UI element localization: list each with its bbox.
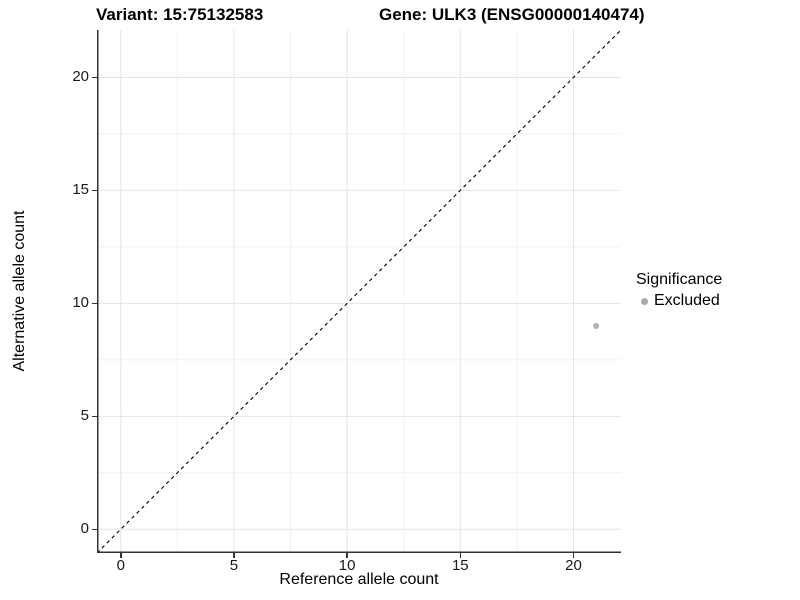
x-tick-mark <box>459 553 462 558</box>
x-tick-mark <box>233 553 235 558</box>
y-tick-mark <box>92 76 97 79</box>
y-axis-label: Alternative allele count <box>11 210 28 372</box>
legend-entry: Excluded <box>636 292 722 310</box>
plot-title-gene: Gene: ULK3 (ENSG00000140474) <box>379 5 645 24</box>
x-tick-mark <box>572 553 575 558</box>
x-tick-label: 0 <box>116 557 125 574</box>
legend-point-icon <box>641 297 648 305</box>
y-tick-mark <box>92 302 97 305</box>
x-tick-mark <box>120 553 122 558</box>
x-tick-label: 10 <box>338 557 356 574</box>
x-tick-label: 20 <box>565 557 582 574</box>
y-tick-mark <box>92 415 97 418</box>
y-tick-label: 0 <box>80 520 89 538</box>
y-tick-mark <box>92 528 97 531</box>
y-tick-label: 10 <box>72 294 89 312</box>
legend-entries: Excluded <box>636 292 722 310</box>
x-tick-label: 5 <box>229 557 239 574</box>
x-tick-mark <box>346 553 348 558</box>
x-tick-label: 15 <box>451 557 469 574</box>
data-point <box>593 322 600 329</box>
plot-panel <box>97 30 621 553</box>
y-tick-mark <box>92 189 97 192</box>
y-tick-label: 20 <box>72 68 89 86</box>
y-tick-label: 5 <box>80 407 89 425</box>
legend-entry-label: Excluded <box>654 292 720 309</box>
legend: Significance Excluded <box>636 271 722 310</box>
x-axis-label: Reference allele count <box>279 571 439 588</box>
y-tick-label: 15 <box>72 181 89 199</box>
legend-title: Significance <box>636 271 723 288</box>
plot-title-variant: Variant: 15:75132583 <box>96 5 264 24</box>
identity-line <box>97 30 621 553</box>
